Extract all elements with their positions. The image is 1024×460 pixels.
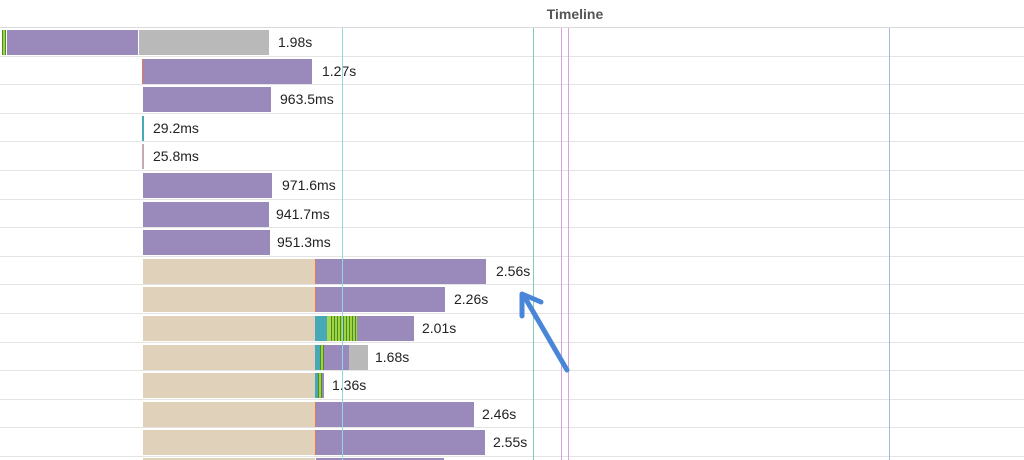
blocked-segment	[143, 373, 315, 399]
timing-marker	[568, 28, 569, 460]
blocked-segment	[143, 344, 315, 370]
waiting-segment	[143, 173, 272, 198]
request-row[interactable]: 971.6ms	[0, 171, 1024, 200]
blocked-segment	[143, 401, 315, 427]
request-row[interactable]: 2.55s	[0, 428, 1024, 457]
waiting-segment	[143, 58, 312, 84]
duration-label: 2.01s	[422, 320, 457, 336]
request-row[interactable]: 1.27s	[0, 57, 1024, 86]
connect-segment	[315, 344, 320, 370]
dns-segment	[315, 258, 316, 284]
request-row[interactable]: 2.01s	[0, 314, 1024, 343]
duration-label: 25.8ms	[153, 148, 199, 165]
waiting-segment	[316, 258, 486, 284]
waiting-segment	[143, 201, 269, 227]
request-row[interactable]: 2.26s	[0, 285, 1024, 314]
ssl-segment	[318, 373, 322, 399]
duration-label: 2.26s	[454, 291, 489, 308]
connect-segment	[315, 373, 318, 399]
request-row[interactable]: 951.3ms	[0, 228, 1024, 257]
request-row[interactable]: 2.46s	[0, 400, 1024, 429]
waterfall-timeline: 1.98s 1.27s 963.5ms 29.2ms 25.8ms 971.6m…	[0, 28, 1024, 460]
waiting-segment	[143, 87, 271, 113]
waiting-segment	[316, 430, 485, 456]
waiting-segment	[316, 287, 445, 313]
column-title[interactable]: Timeline	[546, 6, 604, 22]
blocked-segment	[143, 316, 315, 341]
waiting-segment	[316, 401, 474, 427]
duration-label: 2.56s	[496, 262, 531, 279]
connect-segment	[315, 316, 327, 341]
duration-label: 941.7ms	[276, 205, 330, 222]
ssl-segment	[2, 30, 6, 55]
waiting-segment	[322, 373, 324, 399]
dns-segment	[142, 58, 143, 84]
request-row[interactable]: 1.98s	[0, 28, 1024, 57]
dns-segment	[315, 401, 316, 427]
ssl-segment	[320, 344, 324, 370]
dns-segment	[315, 287, 316, 313]
blocked-segment	[143, 430, 315, 456]
waiting-segment	[143, 230, 270, 256]
waiting-segment	[357, 316, 414, 341]
dns-segment	[315, 430, 316, 456]
waiting-segment	[316, 458, 444, 460]
timing-marker	[561, 28, 562, 460]
request-row[interactable]: 1.36s	[0, 371, 1024, 400]
load-event-marker	[533, 28, 534, 460]
duration-label: 951.3ms	[277, 234, 331, 251]
request-row[interactable]: 1.68s	[0, 343, 1024, 372]
ssl-segment	[327, 316, 331, 341]
blocked-segment	[143, 287, 315, 313]
duration-label: 2.46s	[482, 405, 517, 422]
duration-label: 963.5ms	[280, 91, 334, 108]
duration-label: 1.98s	[278, 34, 313, 50]
duration-label: 1.27s	[322, 62, 357, 79]
download-segment	[349, 344, 368, 370]
download-segment	[139, 30, 269, 55]
blocked-segment	[143, 258, 315, 284]
duration-label: 1.36s	[332, 377, 367, 394]
request-row[interactable]: 2.56s	[0, 257, 1024, 286]
waiting-segment	[324, 344, 349, 370]
duration-label: 29.2ms	[153, 119, 199, 136]
ssl-segment	[331, 316, 357, 341]
request-row[interactable]: 25.8ms	[0, 142, 1024, 171]
duration-label: 971.6ms	[282, 177, 336, 193]
request-row[interactable]: 29.2ms	[0, 114, 1024, 143]
duration-label: 2.55s	[493, 434, 528, 451]
dom-content-loaded-marker	[342, 28, 343, 460]
request-row[interactable]	[0, 457, 1024, 460]
duration-label: 1.68s	[375, 348, 410, 365]
waiting-segment	[142, 144, 144, 170]
connect-segment	[142, 115, 144, 141]
timing-marker	[889, 28, 890, 460]
timeline-header: Timeline	[0, 0, 1024, 28]
request-row[interactable]: 963.5ms	[0, 85, 1024, 114]
blocked-segment	[143, 458, 315, 460]
request-row[interactable]: 941.7ms	[0, 200, 1024, 229]
waiting-segment	[7, 30, 138, 55]
